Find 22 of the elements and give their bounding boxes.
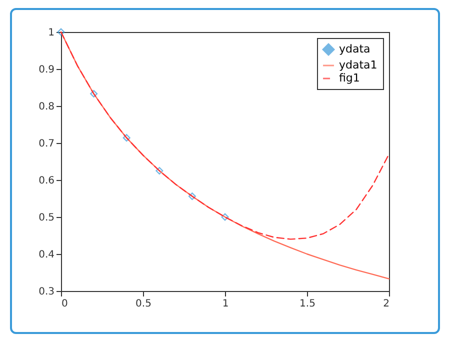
x-tick-label: 1.5 — [300, 298, 316, 310]
legend-label: fig1 — [339, 72, 360, 84]
x-tick-label: 0.5 — [136, 298, 152, 310]
legend-label: ydata — [339, 42, 370, 56]
y-tick-label: 0.7 — [38, 138, 54, 150]
legend-label: ydata1 — [339, 58, 378, 72]
point — [90, 90, 98, 98]
y-tick-label: 1 — [48, 28, 54, 38]
point — [156, 166, 164, 175]
y-tick-label: 0.3 — [38, 286, 54, 298]
point — [122, 134, 130, 142]
y-tick-label: 0.8 — [38, 102, 54, 112]
y-tick-label: 0.4 — [38, 250, 54, 260]
point — [221, 213, 229, 221]
point — [188, 192, 196, 200]
y-tick-label: 0.9 — [38, 64, 54, 76]
y-tick-label: 0.6 — [38, 176, 54, 186]
x-tick-label: 1 — [222, 298, 229, 310]
x-tick-label: 0 — [62, 298, 68, 310]
point — [57, 28, 65, 36]
x-tick-label: 2 — [383, 298, 390, 310]
y-tick-label: 0.5 — [38, 212, 54, 224]
